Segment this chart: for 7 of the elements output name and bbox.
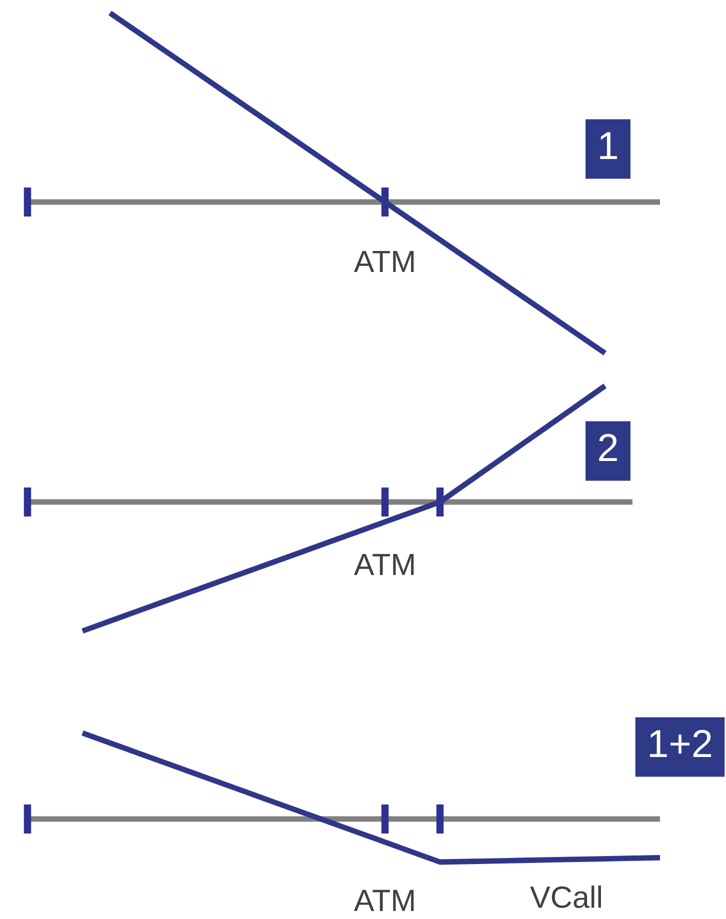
chart-title: 1+2: [650, 730, 712, 758]
text: 2: [599, 434, 617, 462]
text: ATM: [354, 890, 414, 911]
annotation: ATM: [354, 250, 414, 272]
series-label: VCall: [530, 886, 601, 908]
text: 1: [600, 132, 617, 160]
annotation: ATM: [354, 554, 414, 576]
